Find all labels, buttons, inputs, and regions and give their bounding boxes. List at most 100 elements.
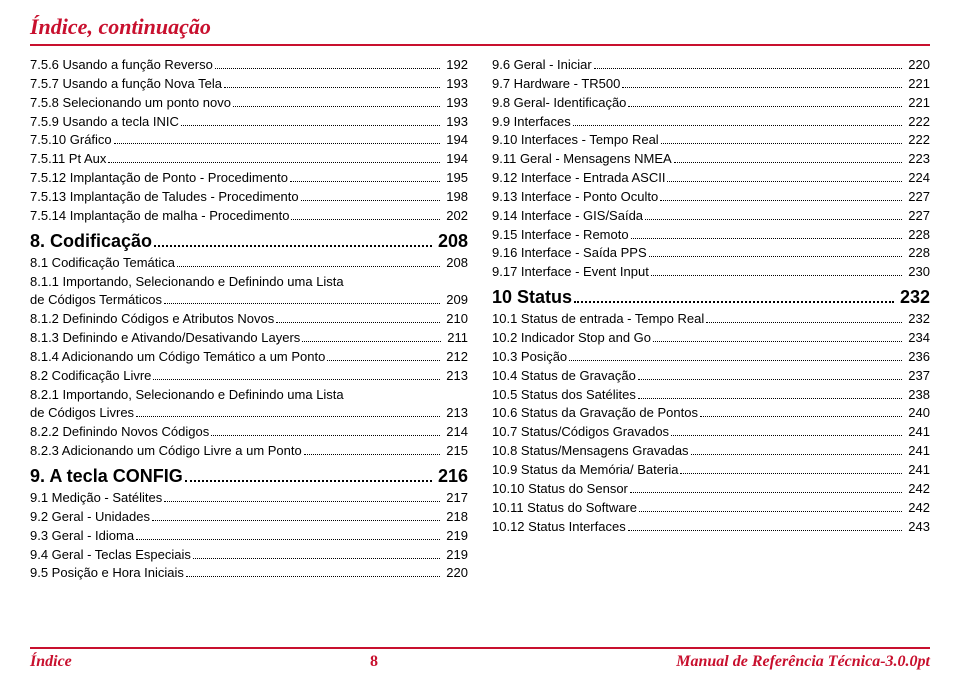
toc-leader: [276, 322, 440, 323]
page-footer: Índice 8 Manual de Referência Técnica-3.…: [30, 647, 930, 671]
toc-leader: [638, 379, 902, 380]
toc-entry: 8.2 Codificação Livre213: [30, 367, 468, 386]
toc-label: 8.1.3 Definindo e Ativando/Desativando L…: [30, 329, 300, 348]
toc-entry: 10.1 Status de entrada - Tempo Real 232: [492, 310, 930, 329]
toc-leader: [233, 106, 440, 107]
toc-page: 193: [442, 75, 468, 94]
toc-label: 9.1 Medição - Satélites: [30, 489, 162, 508]
toc-leader: [651, 275, 902, 276]
toc-label: 8.1.2 Definindo Códigos e Atributos Novo…: [30, 310, 274, 329]
toc-label: 9.13 Interface - Ponto Oculto: [492, 188, 658, 207]
toc-entry: 10.5 Status dos Satélites238: [492, 386, 930, 405]
toc-page: 202: [442, 207, 468, 226]
toc-page: 238: [904, 386, 930, 405]
toc-leader: [660, 200, 902, 201]
toc-label: 10.10 Status do Sensor: [492, 480, 628, 499]
toc-page: 208: [442, 254, 468, 273]
toc-leader: [638, 398, 902, 399]
toc-page: 198: [442, 188, 468, 207]
toc-leader: [291, 219, 440, 220]
toc-entry: 7.5.11 Pt Aux194: [30, 150, 468, 169]
toc-leader: [680, 473, 902, 474]
toc-page: 230: [904, 263, 930, 282]
toc-leader: [653, 341, 902, 342]
toc-label: 9.9 Interfaces: [492, 113, 571, 132]
toc-entry: 8.1.1 Importando, Selecionando e Definin…: [30, 273, 468, 292]
toc-page: 234: [904, 329, 930, 348]
toc-entry: 9. A tecla CONFIG216: [30, 463, 468, 489]
toc-page: 211: [443, 329, 468, 348]
toc-leader: [649, 256, 903, 257]
toc-page: 216: [434, 463, 468, 489]
toc-entry: 9.2 Geral - Unidades218: [30, 508, 468, 527]
toc-label: 7.5.8 Selecionando um ponto novo: [30, 94, 231, 113]
toc-entry: 9.14 Interface - GIS/Saída227: [492, 207, 930, 226]
toc-entry: 10.9 Status da Memória/ Bateria 241: [492, 461, 930, 480]
toc-leader: [706, 322, 902, 323]
toc-leader: [569, 360, 902, 361]
toc-leader: [631, 238, 903, 239]
toc-page: 217: [442, 489, 468, 508]
toc-entry: 10.2 Indicador Stop and Go234: [492, 329, 930, 348]
toc-label: 8.1.4 Adicionando um Código Temático a u…: [30, 348, 325, 367]
toc-page: 236: [904, 348, 930, 367]
toc-leader: [154, 245, 432, 247]
toc-label: 10.1 Status de entrada - Tempo Real: [492, 310, 704, 329]
toc-label: 7.5.6 Usando a função Reverso: [30, 56, 213, 75]
toc-label: 9.12 Interface - Entrada ASCII: [492, 169, 665, 188]
toc-leader: [177, 266, 440, 267]
toc-entry: 7.5.10 Gráfico194: [30, 131, 468, 150]
toc-page: 194: [442, 150, 468, 169]
toc-entry: 9.16 Interface - Saída PPS228: [492, 244, 930, 263]
toc-leader: [661, 143, 903, 144]
toc-label: 10.9 Status da Memória/ Bateria: [492, 461, 678, 480]
toc-page: 242: [904, 480, 930, 499]
toc-page: 227: [904, 188, 930, 207]
toc-page: 214: [442, 423, 468, 442]
toc-entry-cont: de Códigos Termáticos209: [30, 291, 468, 310]
toc-leader: [691, 454, 903, 455]
toc-label: 10.6 Status da Gravação de Pontos: [492, 404, 698, 423]
toc-entry: 8. Codificação 208: [30, 228, 468, 254]
toc-label: 8.1.1 Importando, Selecionando e Definin…: [30, 273, 344, 292]
toc-leader: [628, 106, 902, 107]
toc-page: 222: [904, 131, 930, 150]
toc-entry: 9.4 Geral - Teclas Especiais219: [30, 546, 468, 565]
toc-leader: [327, 360, 440, 361]
toc-page: 218: [442, 508, 468, 527]
toc-page: 241: [904, 461, 930, 480]
toc-label: 10.12 Status Interfaces: [492, 518, 626, 537]
toc-label: 8. Codificação: [30, 228, 152, 254]
toc-entry: 8.1.4 Adicionando um Código Temático a u…: [30, 348, 468, 367]
toc-page: 224: [904, 169, 930, 188]
toc-entry: 9.3 Geral - Idioma219: [30, 527, 468, 546]
toc-leader: [114, 143, 441, 144]
toc-page: 241: [904, 423, 930, 442]
toc-page: 232: [896, 284, 930, 310]
toc-page: 219: [442, 527, 468, 546]
toc-page: 232: [904, 310, 930, 329]
toc-page: 212: [442, 348, 468, 367]
footer-page: 8: [370, 653, 378, 671]
toc-label: 10 Status: [492, 284, 572, 310]
toc-entry: 10.12 Status Interfaces 243: [492, 518, 930, 537]
toc-page: 210: [442, 310, 468, 329]
toc-entry: 8.1.2 Definindo Códigos e Atributos Novo…: [30, 310, 468, 329]
toc-leader: [290, 181, 440, 182]
toc-entry: 9.5 Posição e Hora Iniciais220: [30, 564, 468, 583]
toc-leader: [628, 530, 903, 531]
toc-leader: [630, 492, 902, 493]
toc-page: 243: [904, 518, 930, 537]
toc-leader: [186, 576, 440, 577]
toc-leader: [674, 162, 903, 163]
toc-page: 208: [434, 228, 468, 254]
toc-page: 220: [442, 564, 468, 583]
toc-entry: 10.7 Status/Códigos Gravados241: [492, 423, 930, 442]
toc-leader: [108, 162, 440, 163]
toc-leader: [301, 200, 441, 201]
toc-label: 10.11 Status do Software: [492, 499, 637, 518]
toc-label: 10.8 Status/Mensagens Gravadas: [492, 442, 689, 461]
toc-entry: 8.2.3 Adicionando um Código Livre a um P…: [30, 442, 468, 461]
toc-leader: [700, 416, 902, 417]
toc-label: 9.7 Hardware - TR500: [492, 75, 620, 94]
